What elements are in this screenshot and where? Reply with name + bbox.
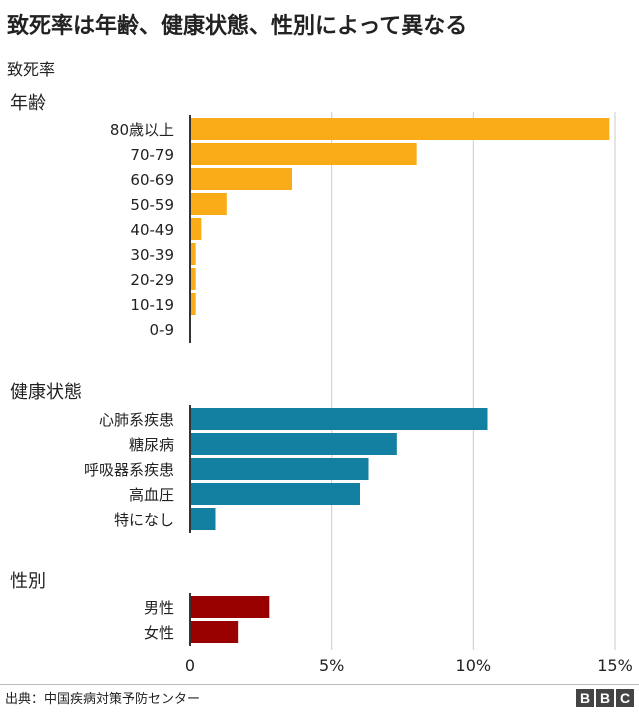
category-label: 高血圧 bbox=[129, 486, 174, 504]
group-header: 性別 bbox=[10, 571, 46, 592]
group-header: 健康状態 bbox=[10, 382, 82, 403]
category-label: 心肺系疾患 bbox=[99, 411, 174, 429]
category-label: 女性 bbox=[144, 624, 174, 642]
bar bbox=[190, 596, 270, 618]
category-label: 50-59 bbox=[130, 196, 174, 214]
bar bbox=[190, 218, 202, 240]
category-label: 糖尿病 bbox=[129, 436, 174, 454]
bar bbox=[190, 143, 417, 165]
category-label: 30-39 bbox=[130, 246, 174, 264]
bar bbox=[190, 243, 196, 265]
bar bbox=[190, 433, 397, 455]
category-label: 0-9 bbox=[150, 321, 175, 339]
logo-letter: C bbox=[616, 689, 634, 707]
x-tick-label: 10% bbox=[456, 656, 492, 675]
category-label: 男性 bbox=[144, 599, 174, 617]
logo-letter: B bbox=[596, 689, 614, 707]
bar bbox=[190, 293, 196, 315]
x-tick-label: 5% bbox=[319, 656, 344, 675]
category-label: 60-69 bbox=[130, 171, 174, 189]
bar bbox=[190, 168, 292, 190]
x-tick-label: 15% bbox=[597, 656, 633, 675]
chart-subtitle: 致死率 bbox=[7, 60, 56, 79]
category-label: 20-29 bbox=[130, 271, 174, 289]
chart-title: 致死率は年齢、健康状態、性別によって異なる bbox=[7, 14, 468, 39]
category-label: 80歳以上 bbox=[110, 121, 174, 139]
category-label: 特になし bbox=[114, 511, 174, 529]
bar bbox=[190, 268, 196, 290]
logo-letter: B bbox=[576, 689, 594, 707]
bar bbox=[190, 621, 239, 643]
bar bbox=[190, 458, 369, 480]
category-label: 呼吸器系疾患 bbox=[84, 461, 174, 479]
bar bbox=[190, 118, 610, 140]
x-tick-label: 0 bbox=[185, 656, 195, 675]
group-header: 年齢 bbox=[10, 93, 46, 114]
bar bbox=[190, 508, 216, 530]
bar bbox=[190, 483, 360, 505]
category-label: 10-19 bbox=[130, 296, 174, 314]
bbc-logo: B B C bbox=[576, 689, 634, 707]
source-note: 出典：中国疾病対策予防センター bbox=[5, 692, 201, 707]
bar bbox=[190, 408, 488, 430]
bar bbox=[190, 193, 227, 215]
category-label: 70-79 bbox=[130, 146, 174, 164]
footer-divider bbox=[0, 684, 639, 685]
category-label: 40-49 bbox=[130, 221, 174, 239]
